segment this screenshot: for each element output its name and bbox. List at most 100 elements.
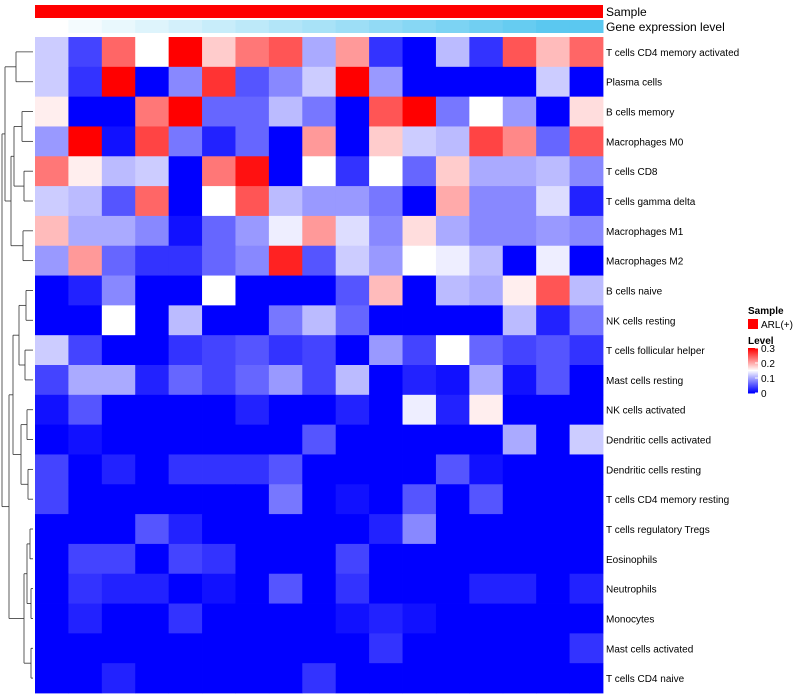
heatmap-cell xyxy=(435,245,470,276)
heatmap-cell xyxy=(35,215,69,247)
heatmap-cell xyxy=(335,156,370,187)
row-label: T cells follicular helper xyxy=(606,346,705,357)
heatmap-cell xyxy=(35,484,69,515)
legend-gradient-step xyxy=(748,355,758,357)
heatmap-cell xyxy=(536,37,570,68)
heatmap-cell xyxy=(302,543,337,575)
row-label: T cells CD8 xyxy=(606,167,658,178)
heatmap-cell xyxy=(35,335,69,366)
legend-level-title: Level xyxy=(748,336,774,347)
heatmap-cell xyxy=(135,66,170,98)
heatmap-cell xyxy=(369,305,403,336)
heatmap-cell xyxy=(235,454,270,485)
annotation-bar-expression-cell xyxy=(135,20,170,33)
heatmap-cell xyxy=(469,573,504,604)
annotation-bar-expression-cell xyxy=(68,20,103,33)
annotation-labels: Sample Gene expression level xyxy=(606,5,725,34)
heatmap-cell xyxy=(168,66,203,98)
row-label: Monocytes xyxy=(606,614,654,625)
heatmap-cell xyxy=(335,245,370,276)
legend-gradient-step xyxy=(748,379,758,381)
heatmap-cell xyxy=(369,96,403,127)
heatmap-cell xyxy=(235,156,270,187)
heatmap-cell xyxy=(469,365,504,396)
row-label: NK cells activated xyxy=(606,406,685,417)
heatmap-cell xyxy=(469,215,504,247)
heatmap-cell xyxy=(135,394,170,426)
heatmap-cell xyxy=(335,484,370,515)
heatmap-cell xyxy=(101,573,136,604)
heatmap-cell xyxy=(402,365,437,396)
heatmap-cell xyxy=(35,37,69,68)
heatmap-cell xyxy=(235,633,270,664)
heatmap-cell xyxy=(569,335,604,366)
heatmap-cell xyxy=(135,186,170,217)
heatmap-cell xyxy=(335,424,370,455)
heatmap-cell xyxy=(268,365,303,396)
legend-gradient-step xyxy=(748,382,758,384)
heatmap-cell xyxy=(502,663,537,694)
annotation-bar-expression-cell xyxy=(268,20,303,33)
legend-gradient-step xyxy=(748,367,758,369)
legend-sample-swatch xyxy=(748,319,758,329)
heatmap-cell xyxy=(135,275,170,306)
heatmap-cell xyxy=(369,424,403,455)
heatmap-cell xyxy=(569,573,604,604)
heatmap-cell xyxy=(268,394,303,426)
heatmap-cell xyxy=(569,454,604,485)
heatmap-cell xyxy=(402,156,437,187)
annotation-bar-expression-cell xyxy=(469,20,504,33)
heatmap-cell xyxy=(569,424,604,455)
heatmap-cell xyxy=(402,394,437,426)
heatmap-cell xyxy=(268,275,303,306)
heatmap-cell xyxy=(536,96,570,127)
heatmap-cell xyxy=(469,663,504,694)
heatmap-cell xyxy=(168,633,203,664)
heatmap-cell xyxy=(469,126,504,157)
heatmap-cell xyxy=(536,305,570,336)
annotation-bar-expression-cell xyxy=(402,20,437,33)
heatmap-cell xyxy=(302,156,337,187)
row-label: Macrophages M1 xyxy=(606,227,684,238)
heatmap-cell xyxy=(202,215,236,247)
heatmap-cell xyxy=(168,454,203,485)
heatmap-cell xyxy=(268,424,303,455)
legend-gradient-step xyxy=(748,356,758,358)
heatmap-cell xyxy=(35,603,69,634)
heatmap-cell xyxy=(335,573,370,604)
heatmap-cell xyxy=(268,245,303,276)
heatmap-cell xyxy=(502,543,537,575)
heatmap-cell xyxy=(435,484,470,515)
annotation-bar-expression-cell xyxy=(202,20,236,33)
heatmap-cell xyxy=(435,186,470,217)
legend-gradient-step xyxy=(748,385,758,387)
heatmap-cell xyxy=(268,573,303,604)
heatmap-cell xyxy=(202,275,236,306)
heatmap-cell xyxy=(536,394,570,426)
heatmap-cell xyxy=(202,543,236,575)
heatmap-cell xyxy=(569,603,604,634)
heatmap-cell xyxy=(569,394,604,426)
heatmap-cell xyxy=(135,484,170,515)
heatmap-cell xyxy=(369,365,403,396)
heatmap-cell xyxy=(101,126,136,157)
legend-gradient-step xyxy=(748,359,758,361)
heatmap-cell xyxy=(168,365,203,396)
heatmap-cell xyxy=(168,514,203,545)
row-labels: T cells CD4 memory activated Plasma cells… xyxy=(606,48,739,685)
heatmap-cell xyxy=(402,275,437,306)
heatmap-cell xyxy=(68,37,103,68)
heatmap-cell xyxy=(101,66,136,98)
heatmap-cell xyxy=(35,275,69,306)
heatmap-cell xyxy=(402,663,437,694)
heatmap-cell xyxy=(35,156,69,187)
heatmap-cell xyxy=(536,424,570,455)
heatmap-cell xyxy=(302,66,337,98)
heatmap-cell xyxy=(68,156,103,187)
column-annotations xyxy=(35,5,604,33)
heatmap-cell xyxy=(101,603,136,634)
heatmap-cell xyxy=(202,96,236,127)
row-label: Dendritic cells resting xyxy=(606,465,701,476)
heatmap-cell xyxy=(569,66,604,98)
heatmap-cell xyxy=(168,37,203,68)
